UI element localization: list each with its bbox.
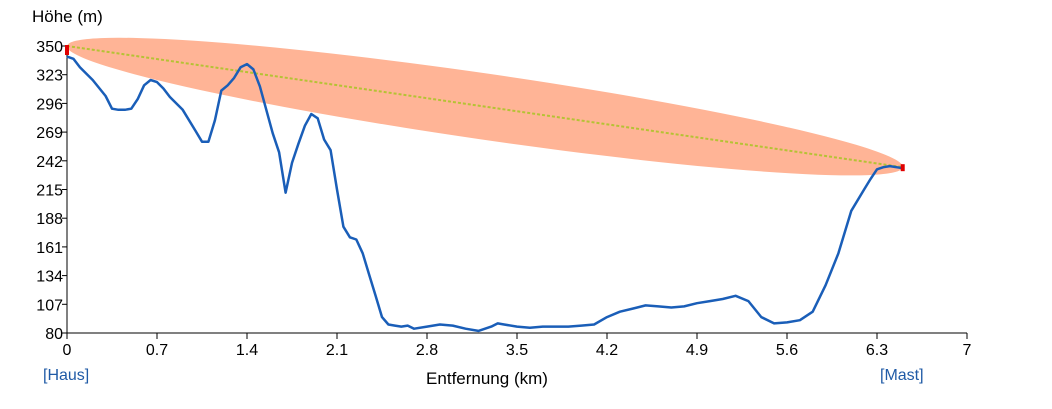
- y-tick-label: 215: [36, 183, 63, 200]
- line-of-sight: [66, 45, 903, 169]
- x-tick-label: 4.9: [686, 342, 708, 359]
- y-tick-label: 80: [45, 326, 63, 343]
- x-tick-label: 5.6: [776, 342, 798, 359]
- y-axis: 350 323 296 269 242 215 188 161 134 107 80: [36, 39, 68, 343]
- y-axis-title: Höhe (m): [32, 7, 103, 26]
- x-tick-label: 0.7: [146, 342, 168, 359]
- y-tick-label: 350: [36, 39, 63, 56]
- x-tick-label: 1.4: [236, 342, 258, 359]
- y-tick-label: 296: [36, 96, 63, 113]
- y-tick-label: 107: [36, 297, 63, 314]
- y-tick-label: 323: [36, 68, 63, 85]
- y-tick-label: 134: [36, 269, 63, 286]
- x-tick-label: 7: [963, 342, 972, 359]
- y-tick-label: 161: [36, 240, 63, 257]
- start-marker: [65, 45, 69, 55]
- x-tick-label: 0: [63, 342, 72, 359]
- y-tick-label: 188: [36, 211, 63, 228]
- x-tick-label: 2.8: [416, 342, 438, 359]
- x-tick-label: 6.3: [866, 342, 888, 359]
- series-layer: [66, 55, 903, 333]
- x-tick-label: 4.2: [596, 342, 618, 359]
- endpoint-markers: [65, 45, 905, 172]
- end-point-link[interactable]: [Mast]: [880, 367, 924, 384]
- x-tick-label: 2.1: [326, 342, 348, 359]
- end-marker: [900, 164, 905, 172]
- start-point-link[interactable]: [Haus]: [43, 367, 90, 384]
- elevation-line: [66, 55, 903, 333]
- x-tick-label: 3.5: [506, 342, 528, 359]
- x-axis: 0 0.7 1.4 2.1 2.8 3.5 4.2 4.9 5.6 6.3 7: [63, 332, 972, 359]
- x-axis-title: Entfernung (km): [426, 369, 548, 388]
- fresnel-zone: [66, 37, 903, 176]
- y-tick-label: 242: [36, 154, 63, 171]
- y-tick-label: 269: [36, 125, 63, 142]
